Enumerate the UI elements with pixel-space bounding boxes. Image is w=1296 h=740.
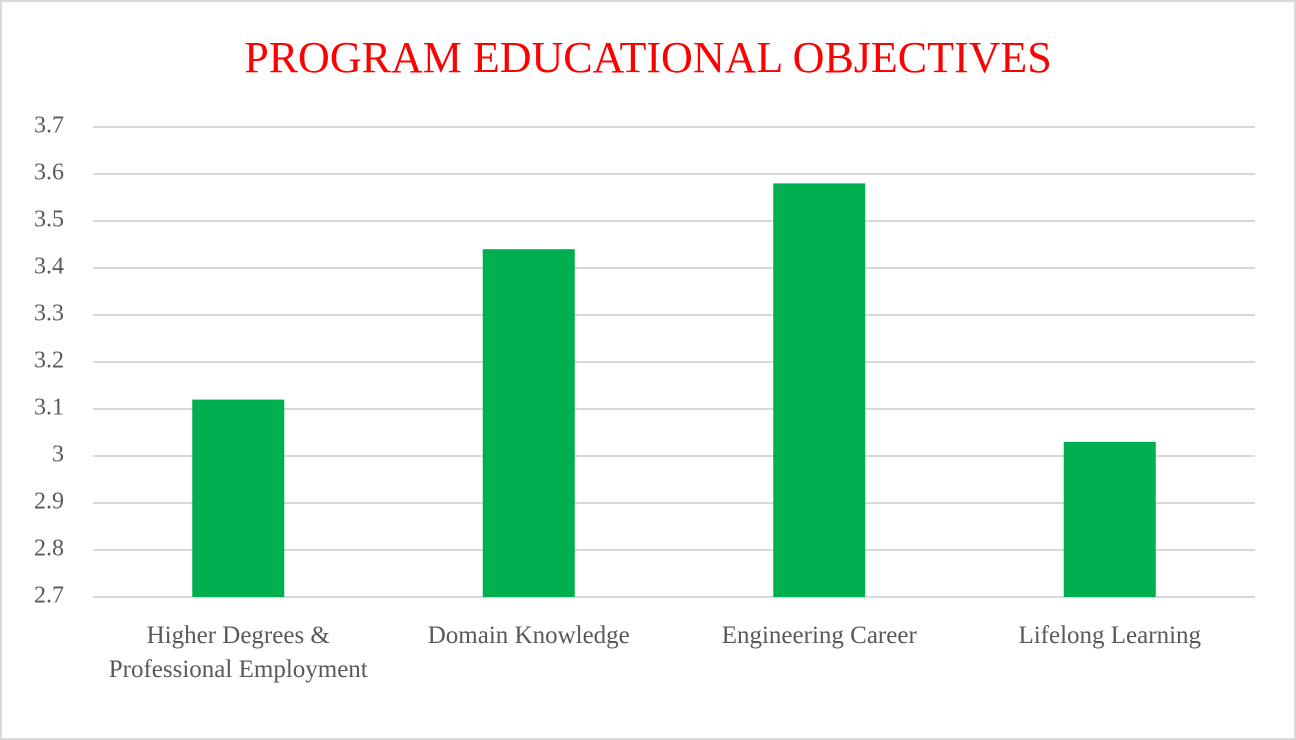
y-tick-label: 2.9: [34, 489, 64, 515]
y-tick-label: 3.6: [34, 160, 64, 186]
y-tick-label: 3.1: [34, 395, 64, 421]
x-tick-label: Domain Knowledge: [427, 622, 630, 649]
chart-title: PROGRAM EDUCATIONAL OBJECTIVES: [244, 33, 1052, 82]
y-tick-label: 3.2: [34, 348, 64, 374]
bar: [192, 399, 285, 597]
x-tick-label: Higher Degrees & Professional Employment: [108, 622, 368, 683]
y-tick-label: 3.5: [34, 207, 64, 233]
y-tick-label: 3.4: [34, 254, 64, 280]
bar: [482, 249, 575, 597]
x-tick-label: Lifelong Learning: [1018, 622, 1202, 649]
y-tick-label: 2.7: [34, 583, 64, 609]
x-tick-label: Engineering Career: [721, 622, 917, 649]
y-tick-label: 2.8: [34, 536, 64, 562]
bar: [773, 183, 866, 597]
y-tick-label: 3: [52, 442, 64, 468]
bar: [1063, 441, 1156, 597]
y-tick-label: 3.7: [34, 113, 64, 139]
y-tick-label: 3.3: [34, 301, 64, 327]
